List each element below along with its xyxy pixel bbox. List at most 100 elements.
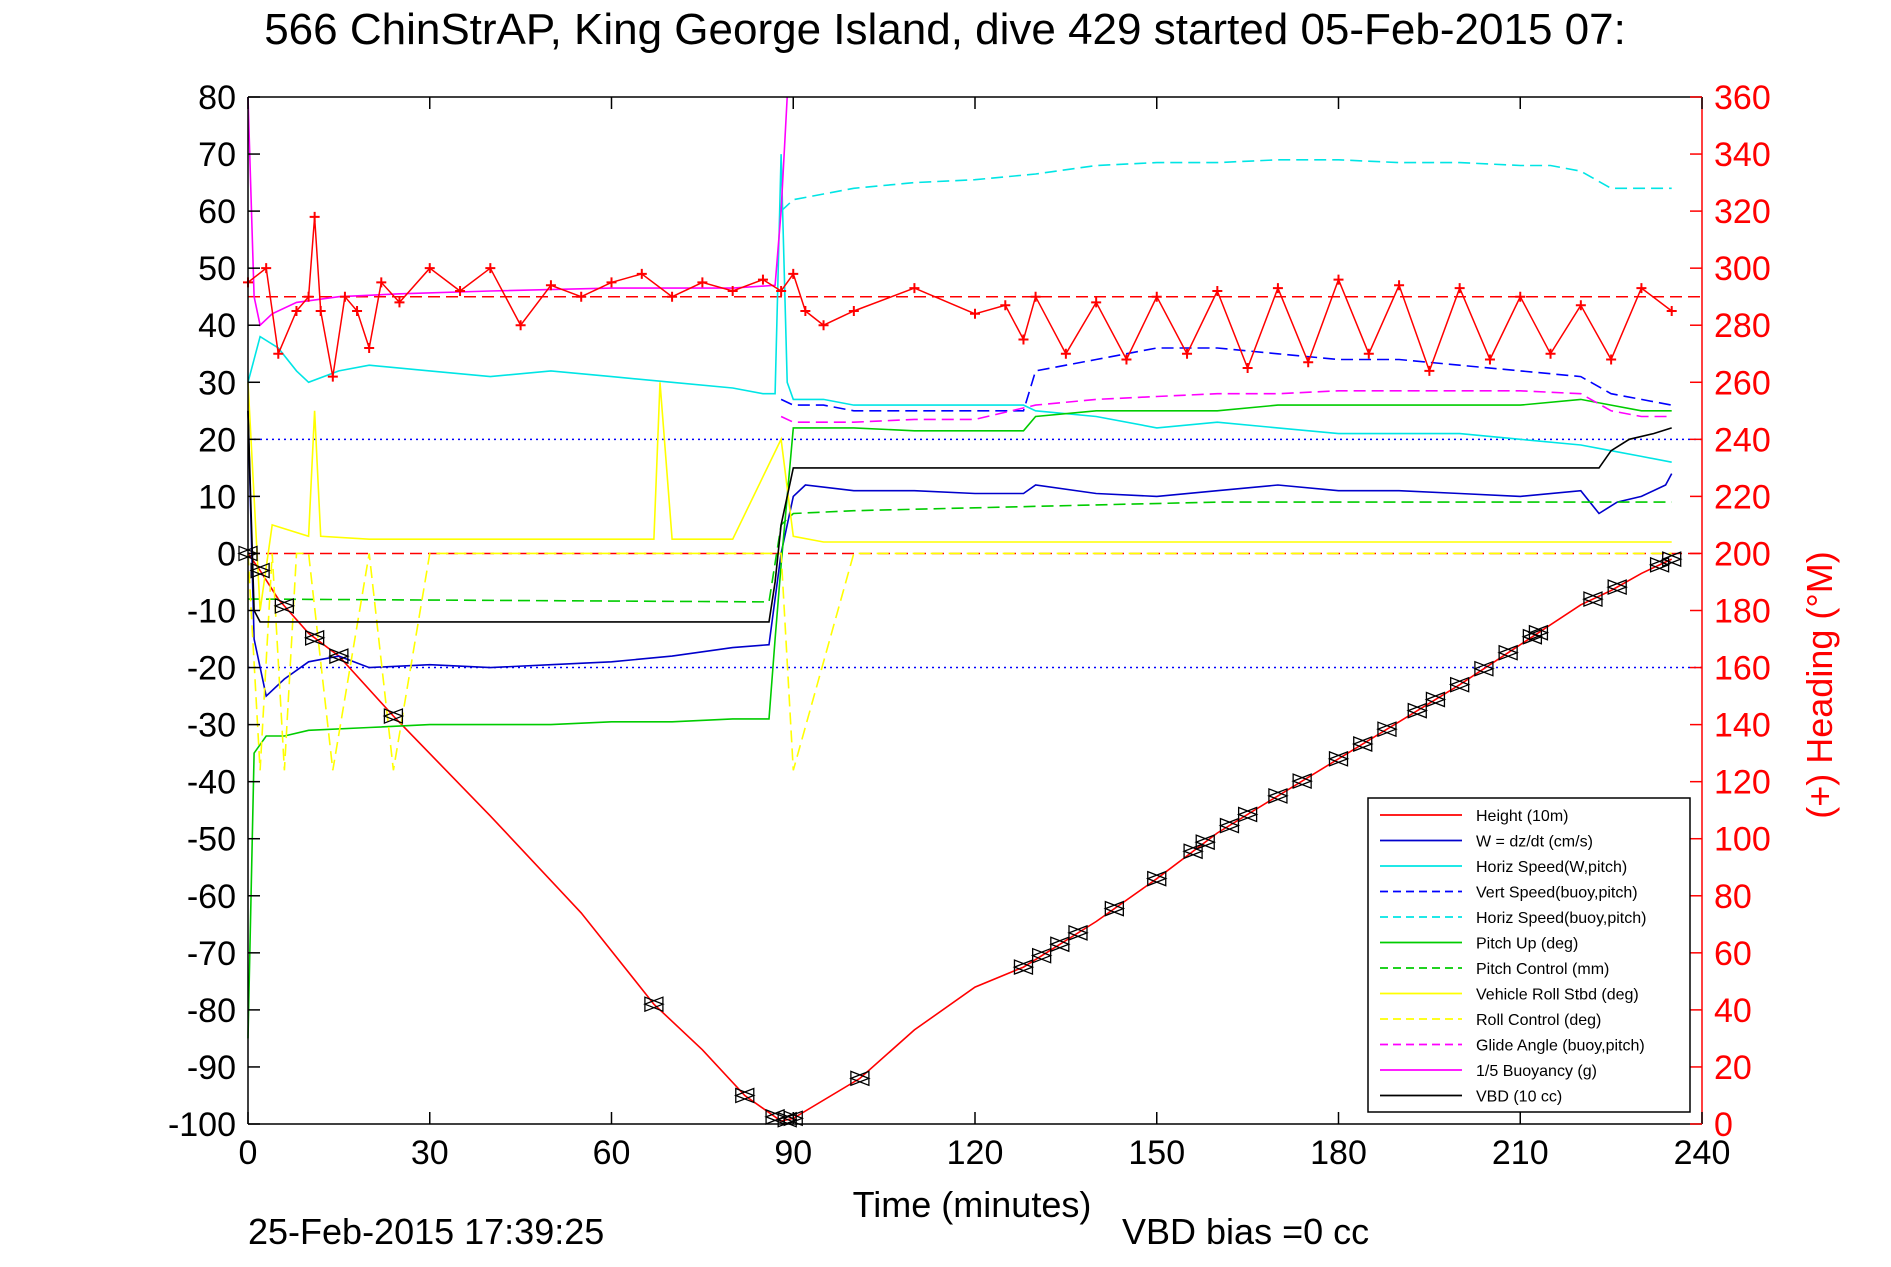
triangle-marker bbox=[1606, 579, 1627, 596]
heading-point bbox=[1000, 300, 1011, 311]
y-tick-label: 20 bbox=[198, 421, 236, 459]
heading-point bbox=[818, 320, 829, 331]
triangle-marker bbox=[328, 648, 349, 665]
y2-tick-label: 60 bbox=[1714, 935, 1752, 973]
triangle-marker bbox=[1406, 702, 1427, 719]
heading-point bbox=[970, 308, 980, 319]
heading-point bbox=[309, 211, 320, 222]
heading-point bbox=[1606, 354, 1617, 365]
x-tick-label: 0 bbox=[239, 1134, 258, 1172]
heading-point bbox=[352, 305, 363, 316]
x-axis-label: Time (minutes) bbox=[853, 1184, 1092, 1225]
series-line-9 bbox=[780, 389, 1672, 424]
triangle-marker bbox=[1267, 787, 1288, 804]
heading-point bbox=[1091, 297, 1102, 308]
heading-point bbox=[1666, 305, 1677, 316]
y2-tick-label: 320 bbox=[1714, 193, 1771, 231]
triangle-marker bbox=[1448, 676, 1470, 693]
y2-tick-label: 180 bbox=[1714, 593, 1771, 631]
y-tick-label: 30 bbox=[198, 364, 236, 402]
heading-point bbox=[455, 285, 466, 296]
chart-title: 566 ChinStrAP, King George Island, dive … bbox=[264, 5, 1626, 54]
triangle-marker bbox=[1473, 660, 1494, 677]
legend-entries: Height (10m) W = dz/dt (cm/s) Horiz Speed(… bbox=[1380, 808, 1646, 1106]
y-tick-label: 80 bbox=[198, 79, 236, 117]
series-line-11 bbox=[247, 410, 1672, 623]
triangle-marker bbox=[1030, 947, 1052, 964]
heading-point bbox=[697, 277, 708, 288]
heading-point bbox=[1212, 285, 1223, 296]
triangle-marker bbox=[1327, 750, 1349, 767]
heading-point bbox=[424, 263, 435, 274]
legend-label: 1/5 Buoyancy (g) bbox=[1476, 1063, 1597, 1080]
heading-point bbox=[636, 268, 647, 279]
y-tick-label: -60 bbox=[187, 878, 236, 916]
triangle-marker bbox=[643, 996, 664, 1013]
triangle-marker bbox=[1648, 556, 1670, 573]
triangle-marker bbox=[1660, 551, 1682, 568]
heading-point bbox=[1394, 280, 1405, 291]
heading-point bbox=[1151, 291, 1162, 302]
y2-tick-label: 40 bbox=[1714, 992, 1752, 1030]
heading-point bbox=[273, 348, 284, 359]
heading-point bbox=[485, 263, 496, 274]
heading-point bbox=[1636, 283, 1647, 294]
series-layer bbox=[247, 96, 1673, 1122]
heading-point bbox=[1060, 348, 1071, 359]
y2-tick-label: 100 bbox=[1714, 821, 1771, 859]
y2-tick-label: 20 bbox=[1714, 1049, 1752, 1087]
heading-line bbox=[247, 216, 1673, 377]
heading-point bbox=[303, 291, 314, 302]
triangle-marker bbox=[1012, 959, 1034, 976]
y-tick-label: -90 bbox=[187, 1049, 236, 1087]
heading-point bbox=[606, 277, 617, 288]
y-tick-label: -70 bbox=[187, 935, 236, 973]
series-line-8 bbox=[247, 552, 1672, 771]
series-line-4 bbox=[780, 159, 1672, 212]
x-tick-label: 60 bbox=[593, 1134, 631, 1172]
heading-point bbox=[1121, 354, 1132, 365]
heading-point bbox=[1272, 283, 1283, 294]
legend-label: Horiz Speed(buoy,pitch) bbox=[1476, 910, 1646, 927]
legend-label: Height (10m) bbox=[1476, 808, 1568, 825]
heading-point bbox=[1030, 291, 1041, 302]
heading-point bbox=[1363, 348, 1374, 359]
triangle-marker bbox=[1145, 870, 1167, 887]
y-tick-label: 40 bbox=[198, 307, 236, 345]
axes: 0 30 60 90 120 150 180 210 24080706050403020100-… bbox=[168, 79, 1771, 1172]
series-line-6 bbox=[248, 501, 1672, 603]
heading-point bbox=[376, 277, 387, 288]
y-tick-label: -30 bbox=[187, 707, 236, 745]
triangle-marker bbox=[1376, 721, 1397, 738]
heading-point bbox=[364, 343, 375, 354]
triangle-marker bbox=[1424, 691, 1446, 708]
triangle-marker bbox=[849, 1070, 870, 1087]
x-tick-label: 150 bbox=[1128, 1134, 1185, 1172]
heading-point bbox=[1018, 334, 1029, 345]
heading-point bbox=[788, 268, 799, 279]
triangle-marker bbox=[1182, 843, 1203, 860]
triangle-marker bbox=[382, 708, 404, 725]
heading-point bbox=[545, 280, 556, 291]
triangle-marker bbox=[1049, 936, 1070, 953]
triangle-marker bbox=[1194, 834, 1215, 851]
heading-point bbox=[1242, 363, 1253, 374]
y2-tick-label: 80 bbox=[1714, 878, 1752, 916]
triangle-marker bbox=[1067, 924, 1088, 941]
y2-tick-label: 160 bbox=[1714, 650, 1771, 688]
legend-label: Pitch Up (deg) bbox=[1476, 936, 1578, 953]
triangle-marker bbox=[1497, 644, 1518, 661]
heading-point bbox=[327, 371, 338, 382]
y-tick-label: 70 bbox=[198, 136, 236, 174]
y-tick-label: 50 bbox=[198, 250, 236, 288]
heading-point bbox=[848, 305, 859, 316]
series-line-2 bbox=[247, 154, 1672, 463]
footer-vbd-bias: VBD bias =0 cc bbox=[1122, 1211, 1369, 1252]
legend-label: Pitch Control (mm) bbox=[1476, 961, 1609, 978]
y-tick-label: -100 bbox=[168, 1106, 236, 1144]
heading-point bbox=[1182, 348, 1193, 359]
triangle-marker bbox=[1351, 736, 1373, 752]
triangle-marker bbox=[1236, 806, 1258, 823]
